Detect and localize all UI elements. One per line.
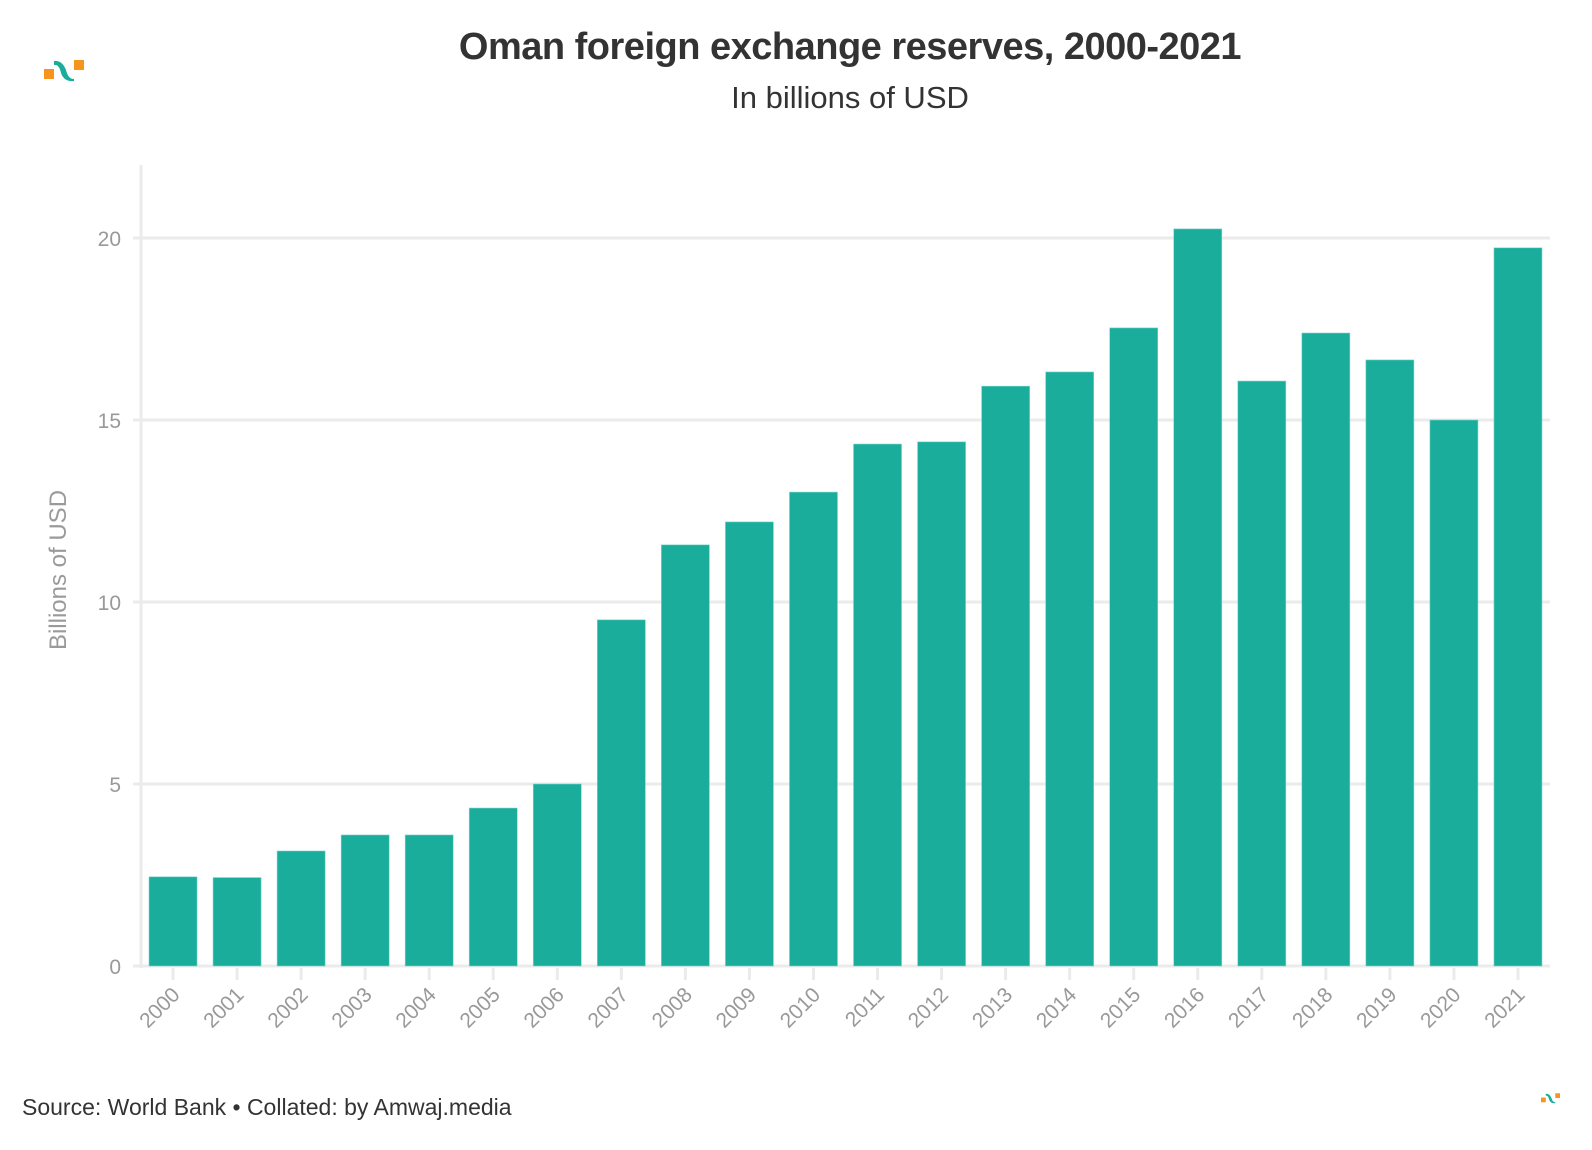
bar-2016 — [1173, 228, 1223, 967]
y-axis-title: Billions of USD — [45, 490, 72, 650]
x-tick-label: 2005 — [455, 983, 504, 1032]
x-tick-label: 2021 — [1480, 983, 1529, 1032]
x-tick-label: 2000 — [135, 983, 184, 1032]
bar-2019 — [1365, 359, 1415, 967]
x-tick-label: 2012 — [904, 983, 953, 1032]
y-tick-label: 20 — [98, 228, 121, 251]
amwaj-logo-icon — [44, 60, 84, 82]
x-tick-label: 2020 — [1416, 983, 1465, 1032]
bar-2012 — [917, 441, 966, 967]
bar-2000 — [148, 876, 198, 967]
source-footer: Source: World Bank • Collated: by Amwaj.… — [22, 1094, 512, 1120]
x-tick-label: 2011 — [841, 983, 889, 1031]
x-tick-label: 2018 — [1288, 983, 1337, 1032]
x-tick-label: 2007 — [584, 983, 633, 1032]
bar-2020 — [1429, 419, 1479, 967]
x-tick-label: 2016 — [1160, 983, 1209, 1032]
bar-2006 — [532, 783, 582, 967]
x-tick-label: 2003 — [327, 983, 376, 1032]
x-tick-label: 2008 — [648, 983, 697, 1032]
bar-2021 — [1493, 247, 1543, 967]
bar-2011 — [853, 443, 902, 967]
x-tick-label: 2017 — [1224, 983, 1273, 1032]
x-tick-label: 2019 — [1352, 983, 1401, 1032]
bar-2007 — [597, 619, 646, 967]
bar-2010 — [789, 491, 838, 967]
x-tick-label: 2002 — [263, 983, 312, 1032]
bar-2009 — [725, 521, 774, 967]
x-tick-label: 2014 — [1032, 983, 1082, 1033]
chart-title: Oman foreign exchange reserves, 2000-202… — [458, 26, 1242, 68]
y-tick-label: 0 — [109, 956, 121, 979]
y-tick-label: 10 — [98, 592, 121, 615]
x-tick-label: 2001 — [199, 983, 248, 1032]
bar-2018 — [1301, 332, 1351, 967]
bar-2015 — [1109, 327, 1159, 967]
bar-2001 — [212, 877, 262, 967]
bars — [148, 228, 1543, 967]
bar-2008 — [661, 544, 710, 967]
bar-2004 — [404, 834, 454, 967]
bar-2014 — [1045, 371, 1094, 967]
bar-2003 — [340, 834, 390, 967]
x-tick-label: 2015 — [1096, 983, 1145, 1032]
bar-2017 — [1237, 380, 1287, 967]
bar-2002 — [276, 850, 326, 967]
bar-2005 — [468, 807, 518, 967]
x-tick-label: 2006 — [520, 983, 569, 1032]
x-tick-label: 2010 — [776, 983, 825, 1032]
y-tick-label: 5 — [109, 774, 121, 797]
chart-subtitle: In billions of USD — [731, 80, 969, 115]
y-tick-label: 15 — [98, 410, 121, 433]
amwaj-logo-small-icon — [1541, 1093, 1561, 1104]
x-tick-label: 2013 — [968, 983, 1017, 1032]
x-tick-label: 2009 — [712, 983, 761, 1032]
x-tick-label: 2004 — [391, 983, 441, 1033]
bar-2013 — [981, 385, 1030, 967]
